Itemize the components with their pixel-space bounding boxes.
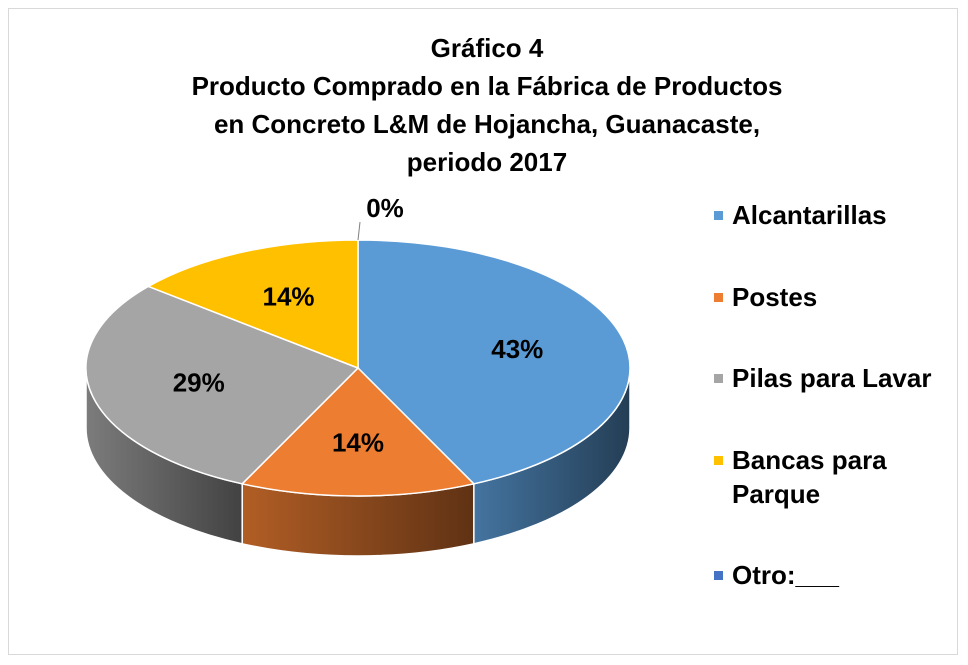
legend-swatch bbox=[714, 455, 723, 465]
data-label: 14% bbox=[262, 281, 314, 311]
legend-label: Alcantarillas bbox=[732, 200, 887, 230]
legend-swatch bbox=[714, 292, 723, 302]
legend-swatch bbox=[714, 374, 723, 383]
data-label: 14% bbox=[332, 428, 384, 458]
leader-line bbox=[357, 222, 361, 241]
legend-swatch bbox=[714, 571, 723, 580]
legend-item: Postes bbox=[714, 280, 954, 314]
data-label: 0% bbox=[366, 193, 404, 223]
legend-item: Pilas para Lavar bbox=[714, 361, 954, 395]
chart-title: periodo 2017 bbox=[407, 147, 567, 177]
data-label: 29% bbox=[173, 368, 225, 398]
legend-label: Pilas para Lavar bbox=[732, 363, 932, 393]
chart-frame bbox=[8, 8, 958, 655]
legend-label: Otro:___ bbox=[732, 560, 839, 590]
legend-item: Otro:___ bbox=[714, 558, 954, 592]
chart-title: Producto Comprado en la Fábrica de Produ… bbox=[192, 71, 783, 101]
pie-slice bbox=[85, 285, 360, 485]
legend-swatch bbox=[714, 211, 723, 220]
pie-slice bbox=[240, 366, 476, 497]
legend-label: Postes bbox=[732, 281, 818, 312]
legend-label: Bancas para Parque bbox=[732, 444, 887, 509]
pie-slice bbox=[146, 239, 359, 370]
legend-item: Alcantarillas bbox=[714, 198, 954, 232]
chart-title: en Concreto L&M de Hojancha, Guanacaste, bbox=[214, 109, 760, 139]
data-label: 43% bbox=[491, 334, 543, 364]
pie-slice bbox=[357, 239, 631, 485]
legend-item: Bancas para Parque bbox=[714, 443, 954, 511]
chart-title: Gráfico 4 bbox=[431, 33, 544, 63]
legend: Alcantarillas Postes Pilas para Lavar Banca… bbox=[714, 198, 954, 592]
